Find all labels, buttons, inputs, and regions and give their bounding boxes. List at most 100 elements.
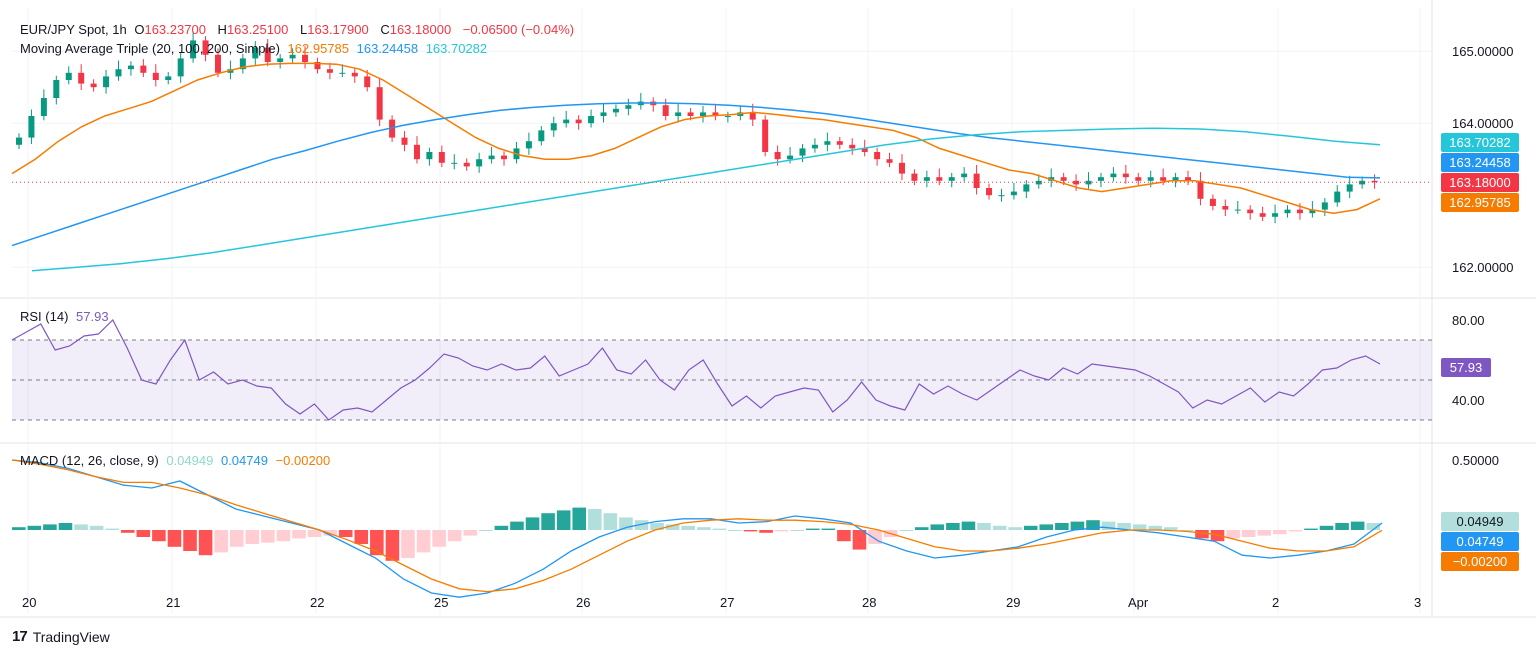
candle-up [824,141,831,145]
macd-histogram-bar [541,513,555,530]
candle-up [998,195,1005,197]
macd-histogram-bar [1226,530,1240,539]
rsi-legend-label: RSI (14) [20,309,69,324]
macd-histogram-bar [946,523,960,530]
macd-histogram-bar [479,530,493,531]
ma-legend-label: Moving Average Triple (20, 100, 200, Sim… [20,41,280,56]
x-tick-label: 29 [1006,595,1020,610]
macd-histogram-bar [416,530,431,553]
macd-histogram-bar [1039,524,1054,530]
candle-down [1209,198,1216,206]
candle-up [40,98,47,116]
candle-down [1371,180,1378,183]
candle-up [1035,180,1042,185]
candle-up [1284,209,1291,214]
macd-line [11,459,1383,598]
candle-down [762,119,769,152]
candle-down [90,83,97,88]
open-value: 163.23700 [144,22,206,37]
macd-histogram-bar [759,530,773,533]
candle-down [314,62,321,70]
candle-down [438,152,445,163]
macd-histogram-bar [432,530,446,547]
macd-histogram-bar [977,523,991,530]
ma100-value: 163.24458 [356,41,419,56]
macd-histogram-bar [665,524,680,530]
low-value: 163.17900 [307,22,369,37]
macd-histogram-bar [1335,523,1349,530]
high-value: 163.25100 [226,22,289,37]
candle-down [874,152,881,160]
candle-up [1321,202,1328,210]
candle-up [550,123,557,131]
x-tick-label: 21 [166,595,180,610]
candle-up [538,130,545,142]
price-tick-label: 164.00000 [1452,116,1513,131]
macd-histogram-bar [790,530,804,531]
macd-histogram-bar [1117,523,1131,530]
candle-up [277,58,284,62]
x-tick-label: 20 [22,595,36,610]
macd-histogram-bar [338,530,353,537]
price-legend: EUR/JPY Spot, 1h O163.23700 H163.25100 L… [20,21,578,39]
macd-histogram-bar [852,530,867,550]
candle-up [1023,184,1030,192]
macd-histogram-bar [1350,521,1365,530]
ma100-line [11,102,1381,247]
macd-histogram-bar [494,525,509,530]
candle-down [886,159,893,163]
macd-histogram-bar [650,523,664,530]
candle-down [463,162,470,167]
last-price-tag: 163.18000 [1441,173,1519,192]
candle-up [476,159,483,167]
candle-down [152,72,159,80]
macd-histogram-bar [603,513,618,530]
candle-up [1097,177,1104,181]
candle-down [501,155,508,160]
candle-down [140,65,147,73]
macd-histogram-bar [992,525,1007,530]
macd-histogram-bar [463,530,478,536]
x-tick-label: 2 [1272,595,1279,610]
low-label: L [300,22,308,37]
candle-down [774,152,781,160]
candle-down [973,173,980,188]
candle-up [724,116,731,117]
candle-up [53,80,60,98]
macd-histogram-bar [728,530,742,531]
rsi-value: 57.93 [76,309,109,324]
macd-histogram-bar [292,530,306,539]
candle-up [948,177,955,181]
rsi-price-tag: 57.93 [1441,358,1491,377]
x-tick-label: 28 [862,595,876,610]
macd-histogram-bar [58,523,73,530]
candle-up [675,112,682,116]
candle-down [1259,213,1266,217]
candle-down [214,54,221,73]
candle-down [1160,177,1167,181]
macd-histogram-bar [805,528,820,530]
candle-up [961,173,968,178]
high-label: H [217,22,227,37]
tradingview-logo-icon: 17 [12,628,28,645]
macd-histogram-bar [837,530,851,542]
candle-up [1234,209,1241,211]
axes: 20 21 22 25 26 27 28 29 Apr 2 3 165.00000 164.00000 1… [22,44,1513,610]
rsi-pane [11,319,1432,421]
candle-down [1197,180,1204,199]
macd-histogram-bar [136,530,151,537]
candle-down [376,87,383,120]
candle-down [351,72,358,77]
open-label: O [134,22,145,37]
candle-up [177,58,184,77]
macd-legend: MACD (12, 26, close, 9) 0.04949 0.04749 … [20,452,334,470]
tradingview-logo[interactable]: 17 TradingView [12,628,110,645]
macd-line-value: 0.04749 [220,453,268,468]
macd-histogram-bar [961,521,976,530]
candle-up [799,148,806,156]
candle-down [264,47,271,62]
x-tick-label: Apr [1128,595,1149,610]
candle-down [1060,177,1067,181]
candle-up [1147,177,1154,181]
